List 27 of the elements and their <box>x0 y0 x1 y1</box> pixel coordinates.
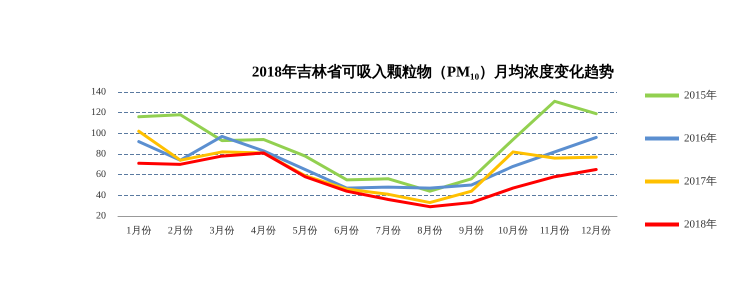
x-tick-label: 7月份 <box>376 226 401 236</box>
x-tick-label: 5月份 <box>292 226 318 236</box>
x-tick-label: 2月份 <box>168 226 193 236</box>
y-tick-label: 20 <box>96 210 106 222</box>
legend-label: 2016年 <box>684 132 717 144</box>
y-tick-label: 80 <box>96 148 106 160</box>
x-tick-label: 8月份 <box>417 226 442 236</box>
y-tick-label: 100 <box>91 128 106 139</box>
legend-label: 2015年 <box>684 90 717 102</box>
x-tick-label: 10月份 <box>498 226 528 236</box>
line-series <box>137 134 598 190</box>
x-tick-label: 3月份 <box>209 226 234 236</box>
x-tick-label: 12月份 <box>581 226 612 236</box>
x-tick-label: 4月份 <box>251 226 276 236</box>
x-tick-label: 9月份 <box>458 226 484 236</box>
x-tick-label: 1月份 <box>126 226 152 236</box>
x-tick-label: 11月份 <box>540 226 570 236</box>
line-series <box>137 100 598 193</box>
y-tick-label: 120 <box>91 107 106 118</box>
chart-title: 2018年吉林省可吸入颗粒物（PM₁₀）月均浓度变化趋势 <box>252 62 614 80</box>
y-tick-label: 60 <box>96 169 106 180</box>
y-tick-label: 140 <box>91 86 106 98</box>
y-tick-label: 40 <box>96 190 106 201</box>
legend-label: 2017年 <box>684 176 717 188</box>
x-tick-label: 6月份 <box>334 226 360 236</box>
legend-label: 2018年 <box>684 218 717 230</box>
line-series <box>137 151 598 208</box>
